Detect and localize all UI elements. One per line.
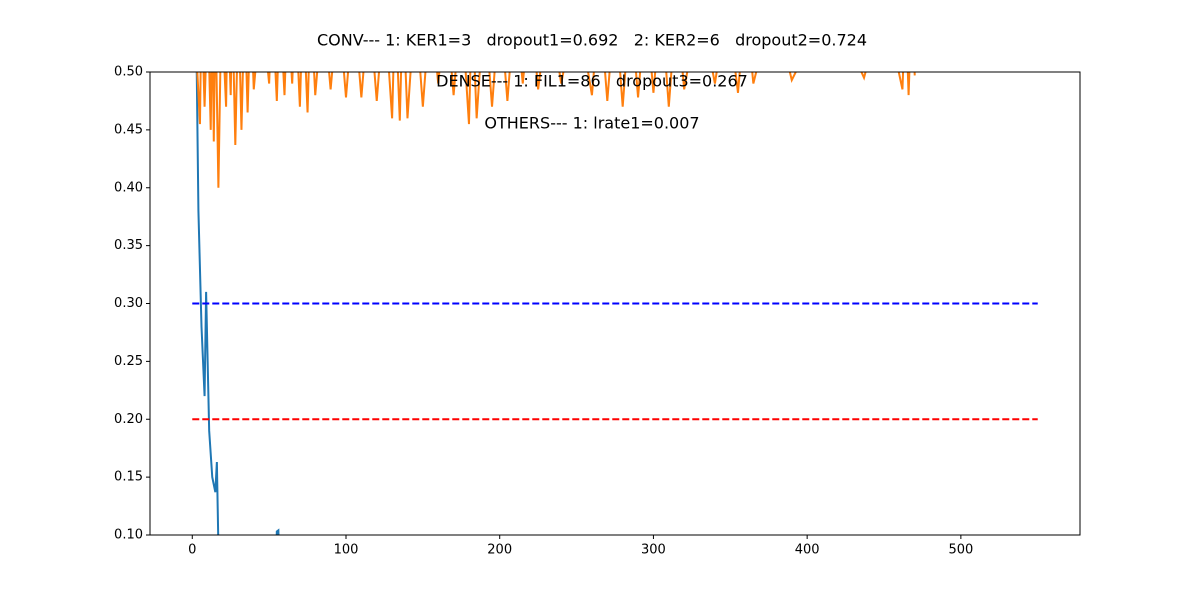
x-tick-label: 0 bbox=[188, 543, 196, 558]
y-tick-label: 0.35 bbox=[114, 238, 143, 253]
x-tick-label: 400 bbox=[795, 543, 820, 558]
x-tick-label: 100 bbox=[334, 543, 359, 558]
x-tick-label: 200 bbox=[487, 543, 512, 558]
y-tick-label: 0.20 bbox=[114, 412, 143, 427]
plot-area bbox=[192, 72, 1038, 535]
y-tick-label: 0.50 bbox=[114, 65, 143, 80]
y-tick-label: 0.10 bbox=[114, 528, 143, 543]
y-tick-label: 0.40 bbox=[114, 180, 143, 195]
y-tick-label: 0.15 bbox=[114, 470, 143, 485]
annotation: DENSE--- 1: FIL1=86 dropout3=0.267 bbox=[436, 72, 748, 91]
x-tick-label: 500 bbox=[948, 543, 973, 558]
data-line bbox=[195, 72, 280, 535]
x-tick-label: 300 bbox=[641, 543, 666, 558]
y-tick-label: 0.45 bbox=[114, 122, 143, 137]
chart-title: CONV--- 1: KER1=3 dropout1=0.692 2: KER2… bbox=[317, 31, 867, 50]
y-tick-label: 0.25 bbox=[114, 354, 143, 369]
y-tick-label: 0.30 bbox=[114, 296, 143, 311]
annotation: OTHERS--- 1: lrate1=0.007 bbox=[484, 114, 699, 133]
